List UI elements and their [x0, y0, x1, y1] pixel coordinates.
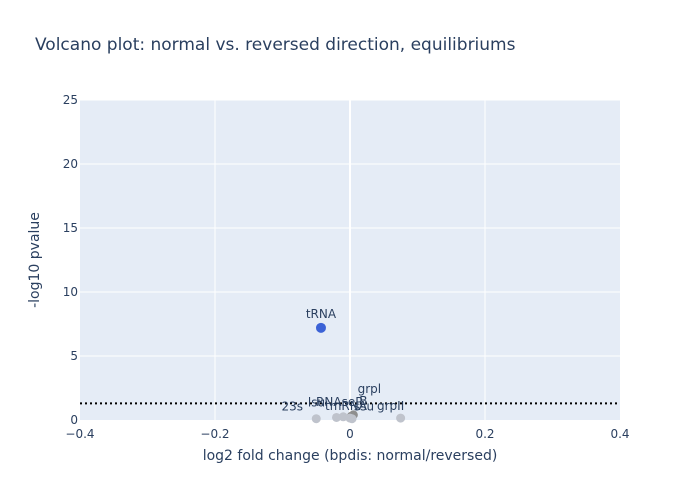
x-axis-title: log2 fold change (bpdis: normal/reversed… [203, 448, 498, 464]
y-tick-label: 20 [63, 157, 78, 171]
data-point [311, 414, 321, 424]
tick-labels: 0 5 10 15 20 25 −0.4 −0.2 0 0.2 0.4 [63, 93, 630, 441]
point-label: grpl [358, 382, 382, 396]
y-tick-label: 25 [63, 93, 78, 107]
data-point [338, 412, 348, 422]
point-label: ssu [354, 400, 374, 414]
point-label: tRNA [306, 307, 337, 321]
x-tick-label: 0 [346, 427, 354, 441]
data-point [396, 413, 406, 423]
x-tick-label: −0.4 [65, 427, 94, 441]
data-point [315, 322, 326, 333]
x-tick-label: 0.4 [610, 427, 629, 441]
chart-title: Volcano plot: normal vs. reversed direct… [35, 35, 516, 55]
point-label: RNAseP [316, 395, 362, 409]
point-label: grpII [377, 399, 404, 413]
point-label: B [359, 394, 367, 408]
y-axis-title: -log10 pvalue [27, 212, 43, 308]
y-tick-label: 5 [70, 349, 78, 363]
point-label: tmRNA [325, 399, 368, 413]
grid-lines [80, 99, 620, 420]
y-tick-label: 10 [63, 285, 78, 299]
point-label: 23s [281, 400, 303, 414]
point-label: lsu [308, 395, 325, 409]
y-tick-label: 15 [63, 221, 78, 235]
data-point [347, 414, 357, 424]
x-tick-label: 0.2 [475, 427, 494, 441]
data-point [332, 412, 341, 422]
x-tick-label: −0.2 [200, 427, 229, 441]
data-points [311, 322, 406, 424]
y-tick-label: 0 [70, 413, 78, 427]
